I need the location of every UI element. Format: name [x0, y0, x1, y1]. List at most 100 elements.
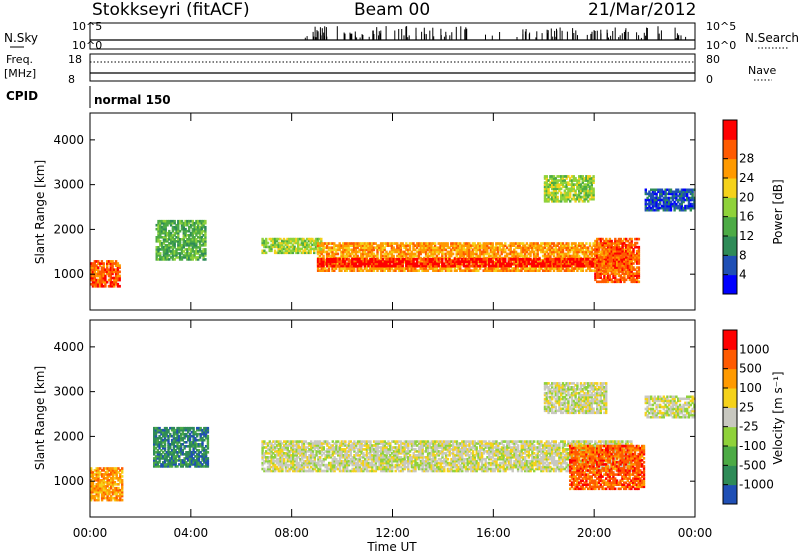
data-cell [434, 242, 436, 245]
y-tick-label: 2000 [53, 222, 84, 236]
colorbar-swatch [723, 236, 737, 256]
nave-bottom-label: 0 [706, 73, 713, 86]
data-cell [103, 262, 105, 265]
nsky-panel: 10^5 10^0 10^5 10^0 N.Sky N.Search [4, 20, 799, 52]
data-cell [265, 252, 267, 255]
freq-top-label: 18 [68, 53, 82, 66]
data-cell [121, 475, 123, 478]
beam-title: Beam 00 [354, 0, 430, 20]
data-cell [119, 264, 121, 267]
data-cell [538, 258, 540, 261]
nsearch-label: N.Search [745, 31, 799, 45]
data-cell [204, 226, 206, 229]
colorbar-tick-label: 8 [739, 248, 747, 262]
data-cell [393, 255, 395, 258]
colorbar-swatch [723, 197, 737, 217]
power-ylabel: Slant Range [km] [33, 160, 47, 264]
data-cell [504, 258, 506, 261]
data-cell [556, 196, 558, 199]
nsky-bottom-label: 10^0 [72, 39, 102, 52]
data-cell [322, 258, 324, 261]
nsearch-bottom-label: 10^0 [706, 39, 736, 52]
colorbar-swatch [723, 159, 737, 179]
colorbar-tick-label: 16 [739, 210, 754, 224]
data-cell [546, 175, 548, 178]
colorbar-swatch [723, 139, 737, 159]
data-cell [434, 258, 436, 261]
data-cell [204, 248, 206, 251]
nsky-label: N.Sky [4, 31, 38, 45]
colorbar-tick-label: 24 [739, 171, 754, 185]
colorbar-swatch [723, 217, 737, 237]
nave-top-label: 80 [706, 53, 720, 66]
data-cell [441, 258, 443, 261]
cpid-value: normal 150 [94, 93, 171, 107]
y-tick-label: 3000 [53, 178, 84, 192]
data-cell [320, 238, 322, 241]
data-cell [645, 189, 647, 192]
data-cell [612, 262, 614, 265]
data-cell [333, 265, 335, 268]
data-cell [504, 242, 506, 245]
colorbar-swatch [723, 120, 737, 140]
power-panel: 1000 2000 3000 4000 Slant Range [km] [33, 113, 696, 310]
data-cell [320, 248, 322, 251]
nsearch-top-label: 10^5 [706, 20, 736, 33]
nsky-bars [90, 26, 695, 40]
data-cell [204, 220, 206, 223]
freq-panel: 18 8 80 0 Freq. [MHz] Nave [4, 53, 776, 86]
colorbar-tick-label: 12 [739, 229, 754, 243]
data-cell [638, 266, 640, 269]
data-cell [638, 238, 640, 241]
colorbar-swatch [723, 255, 737, 275]
data-cell [447, 242, 449, 245]
data-cell [159, 252, 161, 255]
mhz-label: [MHz] [4, 67, 36, 80]
data-cell [267, 242, 269, 245]
data-cell [589, 242, 591, 245]
y-tick-label: 1000 [53, 267, 84, 281]
date-title: 21/Mar/2012 [588, 0, 696, 20]
data-cell [452, 253, 454, 256]
colorbar-tick-label: 28 [739, 152, 754, 166]
data-cell [636, 242, 638, 245]
data-cell [204, 258, 206, 261]
data-cell [322, 255, 324, 258]
y-tick-label: 4000 [53, 133, 84, 147]
data-cell [611, 240, 613, 243]
cpid-label: CPID [6, 89, 38, 103]
data-cell [638, 281, 640, 284]
data-cell [592, 175, 594, 178]
data-cell [337, 253, 339, 256]
colorbar-tick-label: 20 [739, 190, 754, 204]
freq-label: Freq. [6, 53, 33, 66]
data-cell [119, 285, 121, 288]
data-cell [121, 479, 123, 482]
station-title: Stokkseyri (fitACF) [92, 0, 250, 20]
data-cell [638, 246, 640, 249]
data-cell [558, 258, 560, 261]
data-cell [492, 242, 494, 245]
data-cell [484, 258, 486, 261]
data-cell [567, 242, 569, 245]
data-cell [371, 258, 373, 261]
data-cell [492, 260, 494, 263]
nave-label: Nave [748, 64, 776, 77]
data-cell [121, 499, 123, 502]
freq-bottom-label: 8 [68, 73, 75, 86]
nsky-top-label: 10^5 [72, 20, 102, 33]
data-cell [119, 271, 121, 274]
data-cell [174, 220, 176, 223]
data-cell [631, 238, 633, 241]
colorbar-tick-label: 4 [739, 268, 747, 282]
data-cell [592, 188, 594, 191]
data-cell [119, 275, 121, 278]
data-cell [265, 238, 267, 241]
data-cell [416, 258, 418, 261]
colorbar-swatch [723, 275, 737, 295]
data-cell [121, 467, 123, 470]
colorbar-swatch [723, 178, 737, 198]
